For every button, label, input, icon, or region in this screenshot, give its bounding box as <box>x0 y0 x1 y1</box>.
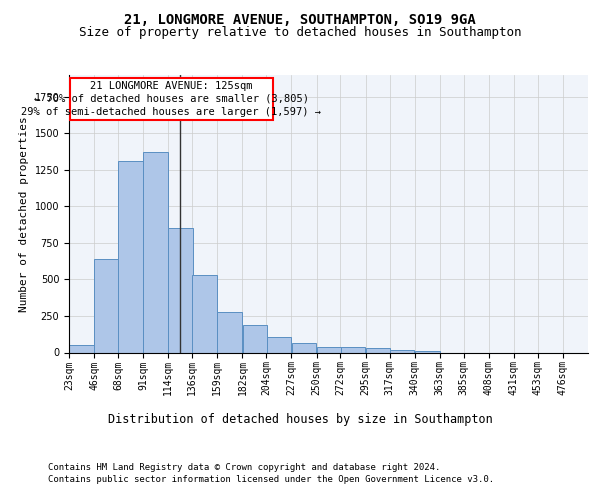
Bar <box>415 351 440 352</box>
Bar <box>390 350 415 352</box>
Text: 21 LONGMORE AVENUE: 125sqm: 21 LONGMORE AVENUE: 125sqm <box>90 80 253 90</box>
Bar <box>94 259 119 352</box>
Bar <box>118 161 143 352</box>
Bar <box>292 343 316 352</box>
Text: 21, LONGMORE AVENUE, SOUTHAMPTON, SO19 9GA: 21, LONGMORE AVENUE, SOUTHAMPTON, SO19 9… <box>124 12 476 26</box>
Bar <box>193 275 217 352</box>
Text: Distribution of detached houses by size in Southampton: Distribution of detached houses by size … <box>107 412 493 426</box>
Bar <box>366 348 391 352</box>
Bar <box>69 345 94 352</box>
Text: ← 70% of detached houses are smaller (3,805): ← 70% of detached houses are smaller (3,… <box>34 94 309 104</box>
Text: 29% of semi-detached houses are larger (1,597) →: 29% of semi-detached houses are larger (… <box>22 107 322 117</box>
Bar <box>242 326 267 352</box>
Bar <box>341 347 365 352</box>
Bar <box>143 152 168 352</box>
Text: Contains HM Land Registry data © Crown copyright and database right 2024.: Contains HM Land Registry data © Crown c… <box>48 462 440 471</box>
Bar <box>317 347 341 352</box>
Text: Size of property relative to detached houses in Southampton: Size of property relative to detached ho… <box>79 26 521 39</box>
Bar <box>169 228 193 352</box>
Y-axis label: Number of detached properties: Number of detached properties <box>19 116 29 312</box>
Bar <box>217 312 242 352</box>
FancyBboxPatch shape <box>70 78 273 120</box>
Text: Contains public sector information licensed under the Open Government Licence v3: Contains public sector information licen… <box>48 475 494 484</box>
Bar <box>266 337 291 352</box>
